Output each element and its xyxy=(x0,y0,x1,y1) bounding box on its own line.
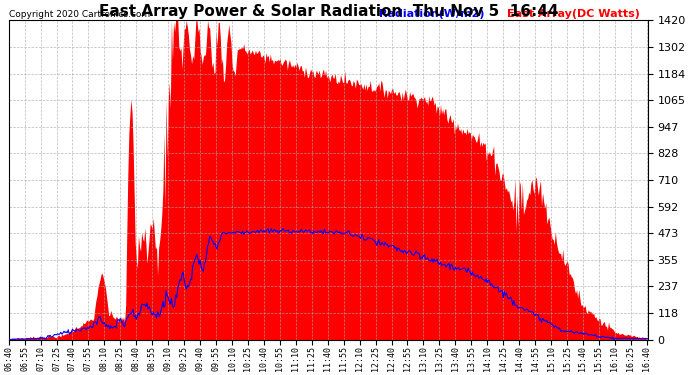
Text: Radiation(W/m2): Radiation(W/m2) xyxy=(380,9,485,19)
Text: Copyright 2020 Cartronics.com: Copyright 2020 Cartronics.com xyxy=(9,10,150,19)
Text: East Array(DC Watts): East Array(DC Watts) xyxy=(507,9,640,19)
Title: East Array Power & Solar Radiation  Thu Nov 5  16:44: East Array Power & Solar Radiation Thu N… xyxy=(99,4,558,19)
